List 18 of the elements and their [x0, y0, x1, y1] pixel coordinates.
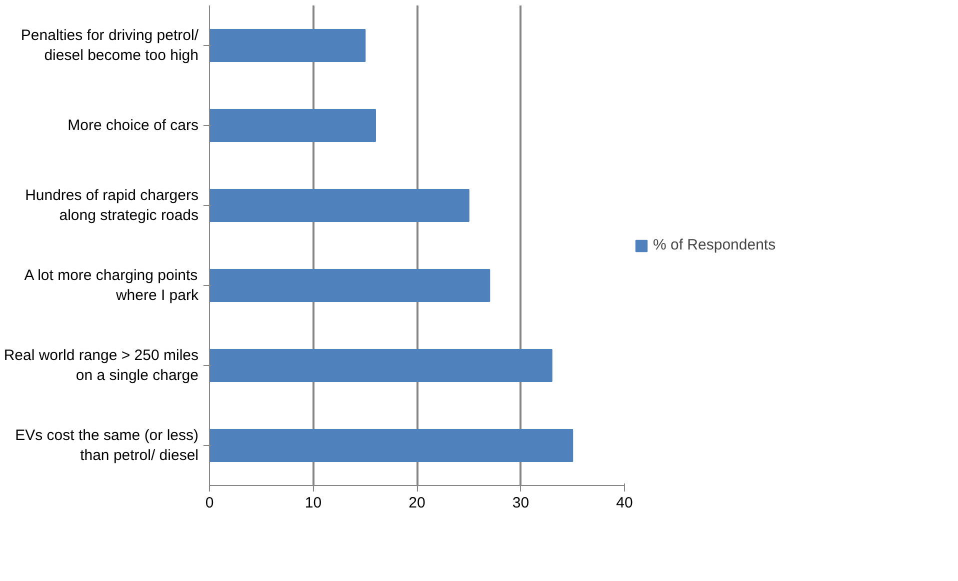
- y-tick-label: More choice of cars: [68, 117, 199, 134]
- bar: [210, 429, 574, 462]
- y-tick-label: Penalties for driving petrol/ diesel become too high: [20, 26, 200, 64]
- bar: [210, 29, 366, 62]
- x-tick-label: 0: [205, 494, 214, 512]
- y-tick-label: Real world range > 250 miles on a single charge: [4, 346, 199, 384]
- bar: [210, 109, 376, 142]
- bar: [210, 349, 552, 382]
- x-tick-label: 40: [616, 494, 633, 512]
- y-tick-label: Hundres of rapid chargers along strategic roads: [25, 186, 199, 224]
- y-tick-label: A lot more charging points where I park: [24, 266, 199, 304]
- legend-label: % of Respondents: [653, 236, 776, 254]
- bar: [210, 269, 490, 302]
- x-tick-label: 20: [408, 494, 426, 512]
- x-tick-label: 10: [304, 494, 322, 512]
- x-tick-label: 30: [512, 494, 530, 512]
- y-tick-label: EVs cost the same (or less) than petrol/ diesel: [15, 426, 199, 464]
- bar: [210, 189, 470, 222]
